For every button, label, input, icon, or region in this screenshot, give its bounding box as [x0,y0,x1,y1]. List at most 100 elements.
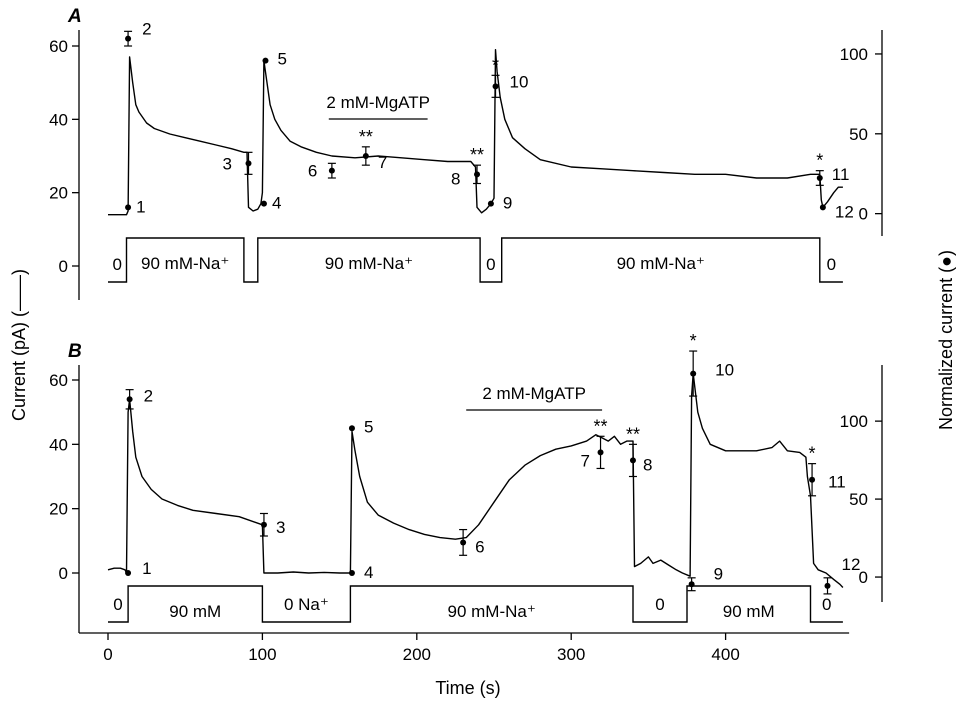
normalized-point [262,57,269,64]
normalized-point [125,35,132,42]
normalized-point [328,167,335,174]
point-label: 9 [503,194,512,213]
point-label: 2 [144,386,153,405]
normalized-point [597,449,604,456]
normalized-point [348,570,355,576]
normalized-point [348,425,355,432]
significance-mark: ** [470,145,484,165]
protocol-label: 0 [822,595,831,614]
drug-label: 2 mM-MgATP [326,93,430,112]
protocol-label: 90 mM [723,602,775,621]
point-label: 12 [842,555,861,574]
protocol-label: 0 [486,255,495,274]
normalized-point [492,83,499,90]
normalized-point [362,153,369,159]
right-tick-label: 100 [840,45,868,64]
significance-mark: * [492,55,499,75]
panel-label: B [68,341,82,362]
x-tick-label: 0 [103,645,112,664]
point-label: 9 [714,564,723,583]
point-label: 4 [364,563,373,582]
protocol-label: 0 [655,595,664,614]
protocol-label: 0 [113,255,122,274]
left-tick-label: 0 [59,564,68,583]
x-axis-title: Time (s) [435,678,500,698]
point-label: 6 [308,162,317,181]
normalized-point [819,204,826,211]
significance-mark: * [809,444,816,464]
protocol-label: 90 mM-Na⁺ [325,254,413,273]
significance-mark: ** [626,424,640,444]
left-tick-label: 40 [49,435,68,454]
left-tick-label: 60 [49,371,68,390]
point-label: 12 [835,202,854,221]
normalized-point [260,200,267,207]
point-label: 1 [142,559,151,578]
protocol-trace [108,585,843,623]
protocol-label: 90 mM-Na⁺ [448,602,536,621]
protocol-label: 0 Na⁺ [284,595,329,614]
left-tick-label: 0 [59,257,68,276]
point-label: 8 [451,169,460,188]
left-tick-label: 60 [49,37,68,56]
point-label: 8 [643,455,652,474]
normalized-point [474,171,481,178]
significance-mark: ** [359,127,373,147]
normalized-point [245,160,252,167]
protocol-label: 90 mM-Na⁺ [617,254,705,273]
protocol-label: 90 mM [169,602,221,621]
x-tick-label: 400 [711,645,739,664]
x-tick-label: 100 [248,645,276,664]
normalized-point [125,570,132,576]
point-label: 4 [272,194,281,213]
point-label: 7 [378,153,387,172]
point-label: 5 [277,50,286,69]
left-axis-title: Current (pA) (——) [9,269,29,421]
protocol-label: 0 [113,595,122,614]
normalized-point [260,521,267,528]
panel-label: A [67,6,82,27]
right-tick-label: 0 [859,205,868,224]
left-tick-label: 20 [49,184,68,203]
normalized-point [126,396,133,403]
normalized-point [487,200,494,207]
drug-label: 2 mM-MgATP [482,384,586,403]
left-tick-label: 40 [49,110,68,129]
right-tick-label: 50 [849,125,868,144]
x-tick-label: 300 [557,645,585,664]
significance-mark: * [816,151,823,171]
point-label: 3 [223,154,232,173]
x-tick-label: 200 [403,645,431,664]
normalized-point [824,582,831,589]
point-label: 5 [364,417,373,436]
current-trace [108,49,843,216]
left-tick-label: 20 [49,500,68,519]
point-label: 11 [832,165,850,184]
point-label: 10 [510,72,529,91]
point-label: 7 [581,451,590,470]
protocol-trace [108,237,843,283]
significance-mark: * [690,331,697,351]
normalized-point [816,175,823,181]
normalized-point [690,370,697,377]
point-label: 6 [475,537,484,556]
normalized-point [809,476,816,483]
point-label: 2 [142,20,151,39]
protocol-label: 0 [827,255,836,274]
right-axis-title: Normalized current (●) [936,250,956,430]
point-label: 1 [136,197,145,216]
right-tick-label: 0 [859,568,868,587]
right-tick-label: 50 [849,490,868,509]
point-label: 11 [828,473,846,492]
normalized-point [629,457,636,464]
significance-mark: ** [594,416,608,436]
normalized-point [460,539,467,546]
point-label: 10 [715,361,734,380]
right-tick-label: 100 [840,412,868,431]
protocol-label: 90 mM-Na⁺ [141,254,229,273]
current-trace [107,372,844,588]
normalized-point [125,204,132,211]
